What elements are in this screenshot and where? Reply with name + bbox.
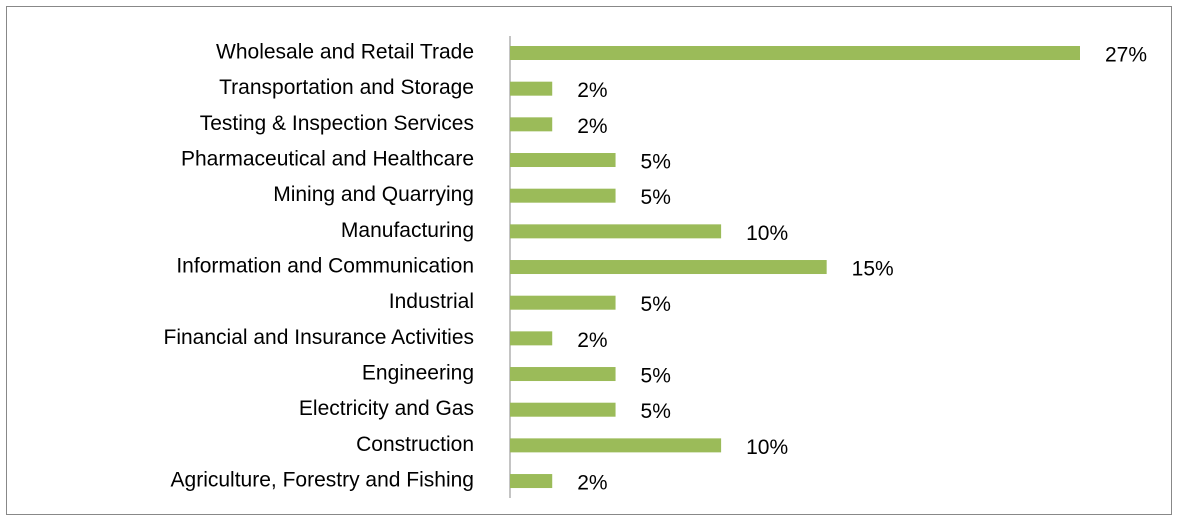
category-label: Mining and Quarrying bbox=[273, 183, 474, 206]
category-label: Testing & Inspection Services bbox=[200, 112, 474, 135]
value-label: 27% bbox=[1105, 44, 1147, 67]
category-label: Pharmaceutical and Healthcare bbox=[181, 148, 474, 171]
value-label: 10% bbox=[746, 436, 788, 459]
category-label: Agriculture, Forestry and Fishing bbox=[171, 469, 474, 492]
bar bbox=[510, 295, 616, 310]
bar bbox=[510, 402, 616, 417]
value-label: 15% bbox=[852, 258, 894, 281]
bar bbox=[510, 188, 616, 203]
bar bbox=[510, 153, 616, 168]
bar bbox=[510, 438, 722, 453]
value-label: 2% bbox=[577, 329, 607, 352]
category-label: Industrial bbox=[389, 290, 474, 313]
value-label: 2% bbox=[577, 79, 607, 102]
bar bbox=[510, 224, 722, 239]
bar bbox=[510, 331, 553, 346]
bar bbox=[510, 117, 553, 132]
category-label: Manufacturing bbox=[341, 219, 474, 242]
value-label: 2% bbox=[577, 115, 607, 138]
value-label: 5% bbox=[641, 186, 671, 209]
value-label: 10% bbox=[746, 222, 788, 245]
category-label: Engineering bbox=[362, 362, 474, 385]
bar bbox=[510, 367, 616, 382]
value-label: 5% bbox=[641, 365, 671, 388]
bar bbox=[510, 260, 827, 275]
value-label: 2% bbox=[577, 472, 607, 495]
category-label: Information and Communication bbox=[176, 255, 474, 278]
category-label: Electricity and Gas bbox=[299, 397, 474, 420]
bar bbox=[510, 46, 1080, 60]
value-label: 5% bbox=[641, 400, 671, 423]
category-label: Financial and Insurance Activities bbox=[164, 326, 475, 349]
category-label: Transportation and Storage bbox=[219, 76, 474, 99]
value-label: 5% bbox=[641, 151, 671, 174]
value-label: 5% bbox=[641, 293, 671, 316]
bar bbox=[510, 474, 553, 489]
bar bbox=[510, 81, 553, 96]
category-label: Wholesale and Retail Trade bbox=[216, 41, 474, 64]
category-label: Construction bbox=[356, 433, 474, 456]
